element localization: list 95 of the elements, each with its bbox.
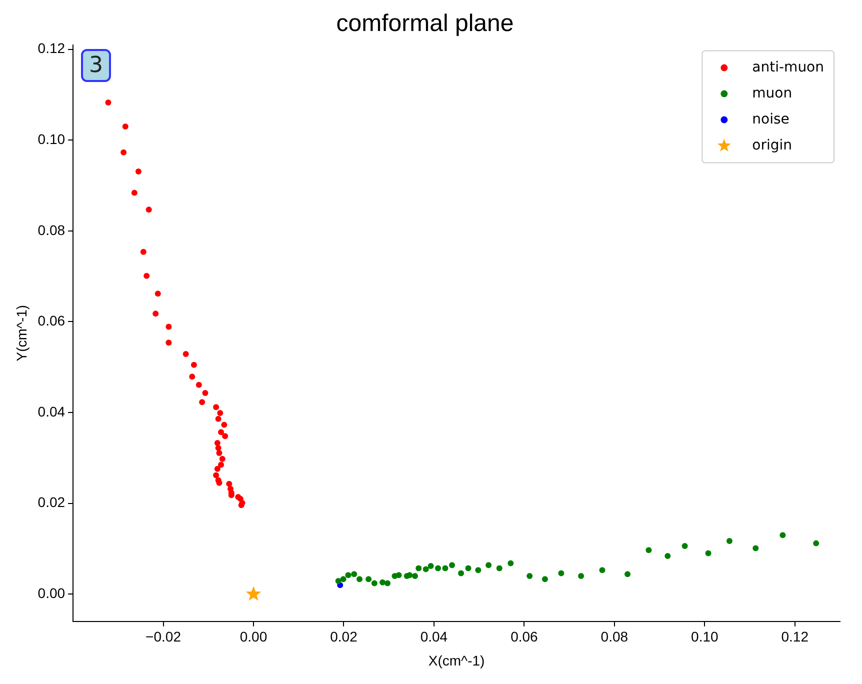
point — [166, 324, 172, 330]
y-tick-label: 0.02 — [38, 494, 66, 510]
point — [120, 149, 127, 156]
point — [215, 444, 222, 451]
point — [449, 562, 456, 568]
y-tick-label: 0.08 — [38, 222, 66, 238]
point — [182, 350, 189, 357]
x-tick-label: 0.10 — [691, 628, 718, 645]
x-tick-label: 0.12 — [781, 628, 809, 645]
y-tick-label: 0.10 — [38, 131, 66, 148]
point — [154, 290, 161, 297]
point — [371, 580, 378, 586]
point — [218, 429, 224, 436]
point — [135, 168, 142, 174]
point — [682, 543, 688, 550]
point — [216, 450, 222, 456]
y-axis-title: Y(cm^-1) — [13, 304, 30, 362]
point — [122, 124, 128, 130]
annotation: 3 — [81, 48, 112, 82]
point — [396, 572, 402, 578]
point — [558, 570, 564, 576]
x-axis-title: X(cm^-1) — [428, 652, 485, 668]
point — [214, 466, 220, 472]
point — [140, 248, 146, 255]
point — [214, 440, 220, 446]
point — [428, 563, 434, 570]
point — [578, 573, 584, 579]
point — [442, 565, 448, 572]
point — [213, 404, 220, 410]
x-tick-label: 0.06 — [510, 628, 538, 645]
x-tick-label: 0.08 — [600, 628, 628, 645]
point — [144, 272, 150, 279]
chart-title: comformal plane — [336, 10, 514, 38]
point — [542, 576, 548, 582]
legend-label: anti-muon — [752, 59, 824, 76]
y-tick-label: 0.04 — [38, 403, 66, 420]
point — [664, 553, 671, 560]
point — [190, 362, 197, 368]
point — [222, 433, 228, 440]
x-tick-label: 0.04 — [420, 628, 448, 645]
point — [131, 190, 138, 196]
point — [780, 532, 786, 538]
legend-label: origin — [752, 137, 792, 154]
point — [196, 382, 202, 388]
point — [508, 560, 514, 566]
point — [752, 545, 759, 552]
point — [416, 565, 422, 572]
point — [189, 374, 196, 380]
point — [335, 578, 342, 584]
point — [215, 416, 222, 422]
point — [152, 310, 159, 317]
point — [465, 565, 472, 572]
point — [435, 565, 442, 572]
point — [226, 480, 232, 487]
point — [458, 570, 464, 576]
point — [475, 567, 482, 574]
point — [238, 502, 244, 508]
legend-label: noise — [752, 111, 790, 128]
point — [340, 576, 346, 582]
point — [246, 586, 262, 601]
point — [199, 399, 206, 406]
point — [213, 472, 220, 478]
x-tick-label: 0.02 — [330, 628, 358, 645]
point — [166, 340, 172, 346]
point — [356, 576, 363, 582]
y-tick-label: 0.12 — [38, 40, 66, 56]
point — [384, 580, 390, 586]
point — [486, 562, 492, 568]
point — [351, 571, 358, 578]
y-tick-label: 0.00 — [38, 585, 66, 602]
point — [624, 571, 631, 578]
point — [219, 456, 226, 462]
point — [202, 390, 208, 396]
point — [105, 99, 112, 106]
point — [380, 579, 386, 586]
point — [406, 572, 413, 578]
point — [705, 550, 712, 556]
legend-label: muon — [752, 85, 792, 102]
x-tick-label: 0.00 — [240, 628, 268, 645]
point — [646, 547, 652, 554]
point — [422, 566, 429, 572]
point — [726, 538, 732, 544]
point — [146, 206, 152, 213]
point — [496, 565, 502, 572]
point — [345, 572, 352, 578]
point — [366, 576, 372, 582]
point — [526, 573, 533, 579]
point — [599, 567, 606, 574]
x-tick-label: −0.02 — [146, 628, 182, 645]
point — [412, 573, 418, 579]
point — [217, 410, 224, 416]
point — [218, 462, 224, 468]
point — [813, 540, 820, 546]
y-tick-label: 0.06 — [38, 312, 66, 329]
point — [221, 422, 228, 428]
